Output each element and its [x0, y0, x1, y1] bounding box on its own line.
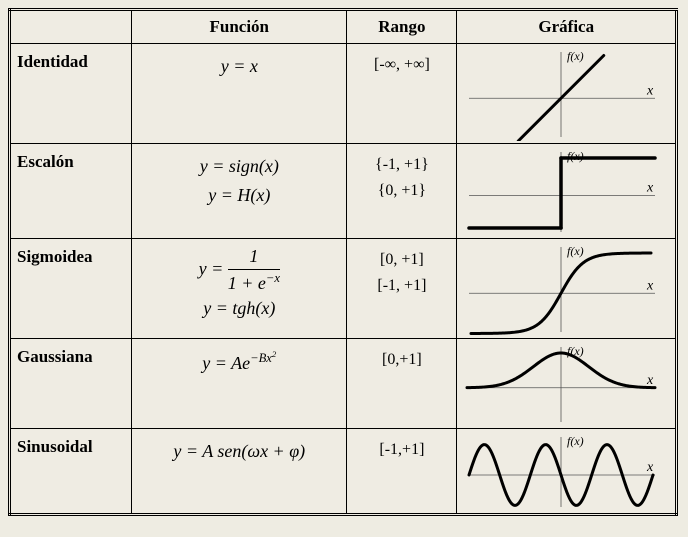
name-identidad: Identidad [10, 44, 132, 144]
svg-text:x: x [646, 83, 654, 98]
page: Función Rango Gráfica Identidad y = x [-… [0, 0, 688, 537]
header-grafica: Gráfica [457, 10, 677, 44]
svg-text:x: x [646, 460, 654, 475]
activation-functions-table: Función Rango Gráfica Identidad y = x [-… [8, 8, 678, 516]
plot-sigmoidea: f(x) x [457, 239, 677, 339]
name-sigmoidea: Sigmoidea [10, 239, 132, 339]
func-sinusoidal: y = A sen(ωx + φ) [132, 429, 347, 515]
range-sinusoidal: [-1,+1] [347, 429, 457, 515]
row-identidad: Identidad y = x [-∞, +∞] f(x) x [10, 44, 677, 144]
range-gaussiana: [0,+1] [347, 339, 457, 429]
svg-text:f(x): f(x) [567, 49, 584, 63]
range-identidad: [-∞, +∞] [347, 44, 457, 144]
row-sigmoidea: Sigmoidea y = 11 + e−xy = tgh(x) [0, +1]… [10, 239, 677, 339]
svg-text:f(x): f(x) [567, 149, 584, 163]
func-gaussiana: y = Ae−Bx2 [132, 339, 347, 429]
name-escalon: Escalón [10, 144, 132, 239]
svg-text:x: x [646, 373, 654, 388]
row-sinusoidal: Sinusoidal y = A sen(ωx + φ) [-1,+1] f(x… [10, 429, 677, 515]
plot-escalon: f(x) x [457, 144, 677, 239]
svg-text:x: x [646, 181, 654, 196]
row-gaussiana: Gaussiana y = Ae−Bx2 [0,+1] f(x)x [10, 339, 677, 429]
row-escalon: Escalón y = sign(x)y = H(x) {-1, +1}{0, … [10, 144, 677, 239]
header-funcion: Función [132, 10, 347, 44]
svg-text:x: x [646, 278, 654, 293]
header-blank [10, 10, 132, 44]
header-row: Función Rango Gráfica [10, 10, 677, 44]
name-gaussiana: Gaussiana [10, 339, 132, 429]
plot-gaussiana: f(x)x [457, 339, 677, 429]
range-sigmoidea: [0, +1][-1, +1] [347, 239, 457, 339]
range-escalon: {-1, +1}{0, +1} [347, 144, 457, 239]
svg-text:f(x): f(x) [567, 434, 584, 448]
plot-identidad: f(x) x [457, 44, 677, 144]
plot-sinusoidal: f(x) x [457, 429, 677, 515]
func-sigmoidea: y = 11 + e−xy = tgh(x) [132, 239, 347, 339]
func-identidad: y = x [132, 44, 347, 144]
func-escalon: y = sign(x)y = H(x) [132, 144, 347, 239]
svg-text:f(x): f(x) [567, 244, 584, 258]
name-sinusoidal: Sinusoidal [10, 429, 132, 515]
header-rango: Rango [347, 10, 457, 44]
